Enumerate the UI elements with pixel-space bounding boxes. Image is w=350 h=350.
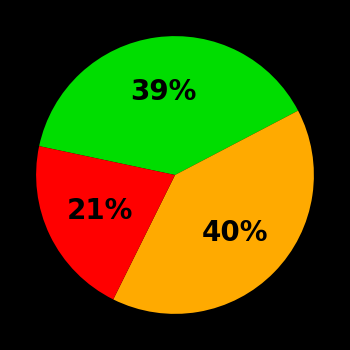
Text: 21%: 21%	[67, 197, 133, 225]
Text: 39%: 39%	[131, 78, 197, 106]
Wedge shape	[36, 146, 175, 299]
Wedge shape	[39, 36, 298, 175]
Text: 40%: 40%	[201, 219, 268, 247]
Wedge shape	[113, 111, 314, 314]
